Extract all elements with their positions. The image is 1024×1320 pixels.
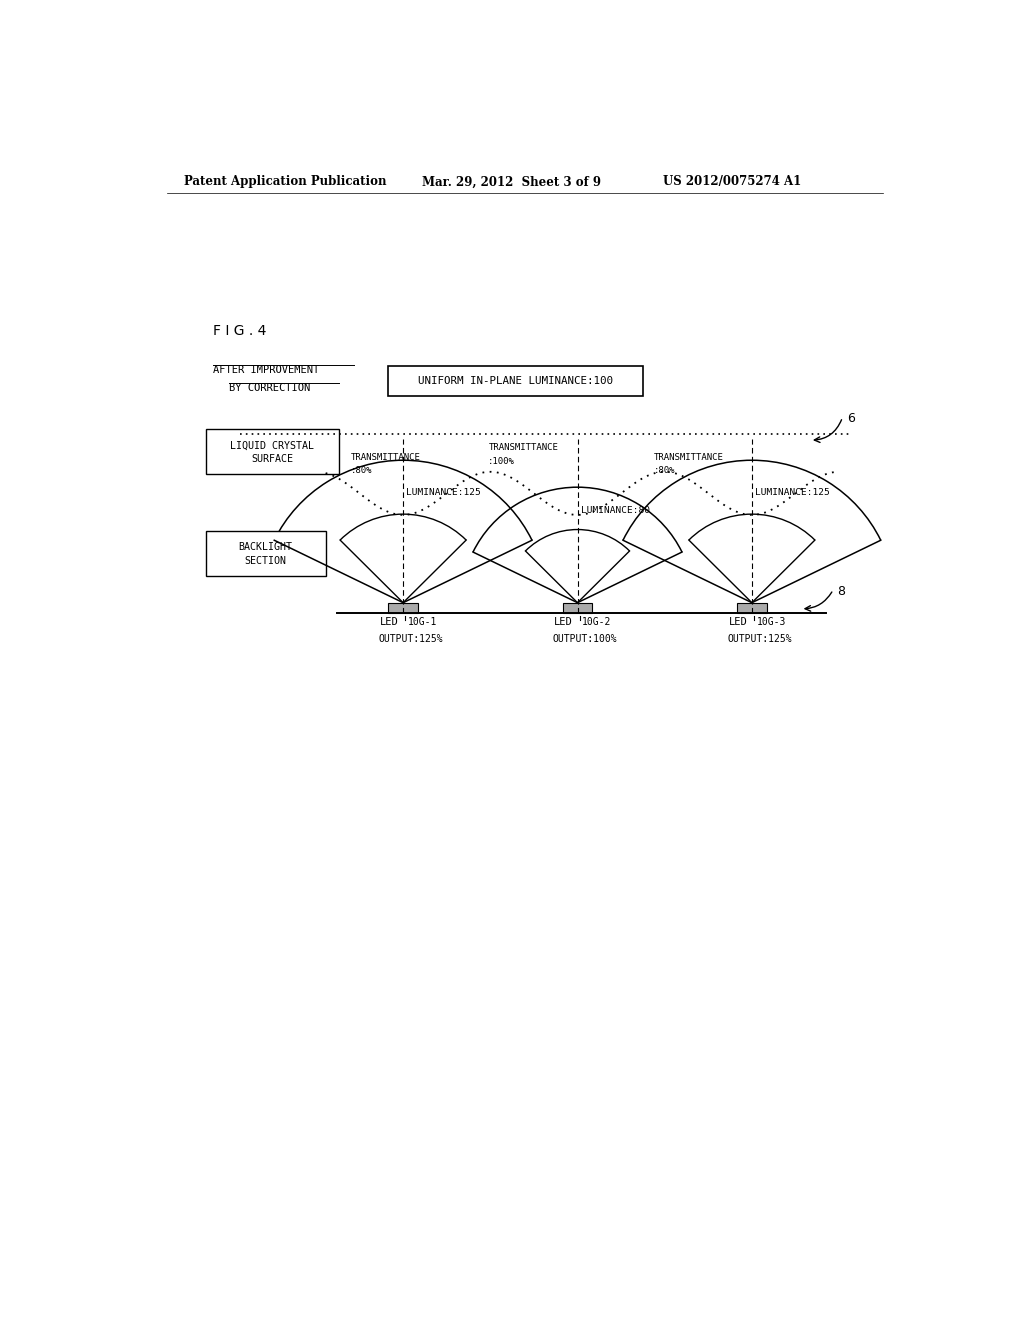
Text: LED: LED xyxy=(729,618,748,627)
Text: :80%: :80% xyxy=(351,466,373,475)
Text: UNIFORM IN-PLANE LUMINANCE:100: UNIFORM IN-PLANE LUMINANCE:100 xyxy=(418,376,613,385)
Text: TRANSMITTANCE: TRANSMITTANCE xyxy=(653,453,723,462)
Bar xyxy=(737,603,767,612)
Text: 8: 8 xyxy=(838,585,845,598)
Text: US 2012/0075274 A1: US 2012/0075274 A1 xyxy=(663,176,801,189)
Text: SECTION: SECTION xyxy=(245,556,287,566)
Text: OUTPUT:100%: OUTPUT:100% xyxy=(553,635,617,644)
Text: :80%: :80% xyxy=(653,466,675,475)
Text: LIQUID CRYSTAL: LIQUID CRYSTAL xyxy=(230,441,314,450)
Text: LUMINANCE:125: LUMINANCE:125 xyxy=(755,488,829,496)
Text: :100%: :100% xyxy=(488,457,515,466)
Text: OUTPUT:125%: OUTPUT:125% xyxy=(378,635,443,644)
Text: 10G-2: 10G-2 xyxy=(583,616,611,627)
Text: LUMINANCE:80: LUMINANCE:80 xyxy=(581,507,649,515)
Text: AFTER IMPROVEMENT: AFTER IMPROVEMENT xyxy=(213,364,319,375)
Text: Mar. 29, 2012  Sheet 3 of 9: Mar. 29, 2012 Sheet 3 of 9 xyxy=(423,176,601,189)
Text: SURFACE: SURFACE xyxy=(251,454,293,465)
Bar xyxy=(206,429,339,474)
Text: Patent Application Publication: Patent Application Publication xyxy=(183,176,386,189)
Text: LUMINANCE:125: LUMINANCE:125 xyxy=(407,488,481,496)
Text: 10G-3: 10G-3 xyxy=(757,616,785,627)
Text: F I G . 4: F I G . 4 xyxy=(213,323,266,338)
Text: OUTPUT:125%: OUTPUT:125% xyxy=(727,635,792,644)
Bar xyxy=(388,603,418,612)
Text: BACKLIGHT: BACKLIGHT xyxy=(239,543,293,552)
Text: TRANSMITTANCE: TRANSMITTANCE xyxy=(351,453,421,462)
Text: 10G-1: 10G-1 xyxy=(408,616,437,627)
Text: LED: LED xyxy=(554,618,573,627)
Bar xyxy=(388,367,643,396)
Text: TRANSMITTANCE: TRANSMITTANCE xyxy=(488,444,558,453)
Bar xyxy=(206,531,326,576)
Bar xyxy=(563,603,592,612)
Text: BY CORRECTION: BY CORRECTION xyxy=(228,383,310,393)
Text: LED: LED xyxy=(380,618,398,627)
Text: 6: 6 xyxy=(847,412,855,425)
